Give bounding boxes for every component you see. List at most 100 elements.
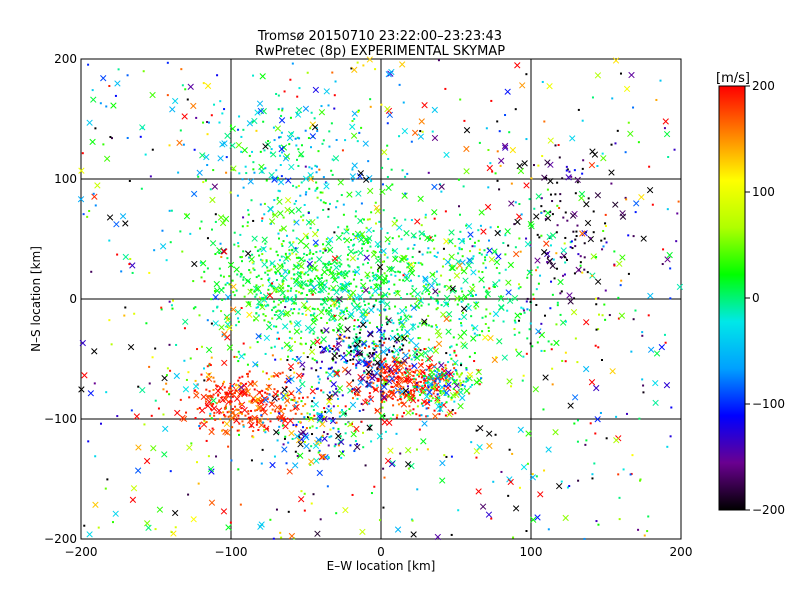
y-tick-label: 100 [54,172,77,186]
data-point-x [306,260,313,268]
data-point-x [262,143,269,150]
data-point [290,277,293,280]
data-point [397,270,400,273]
data-point [183,359,186,362]
data-point [310,385,313,388]
data-point [302,352,305,355]
data-point [376,308,379,311]
data-point [317,375,320,378]
data-point-x [431,183,438,191]
data-point-x [119,213,127,220]
data-point [278,425,281,428]
data-point [471,245,474,248]
data-point [518,331,521,334]
data-point [237,317,240,320]
data-point [264,271,267,274]
data-point-x [362,140,369,147]
data-point [213,414,216,417]
data-point-x [254,109,261,116]
data-point-x [417,133,425,140]
data-point [429,389,432,392]
data-point [564,211,567,214]
data-point [314,268,317,271]
data-point [362,64,365,67]
data-point [374,273,377,276]
data-point [647,314,650,317]
data-point [565,165,568,168]
data-point [451,377,454,380]
data-point [271,282,274,285]
data-point-x [287,417,294,424]
data-point [287,284,290,287]
data-point-x [360,311,367,318]
data-point [381,294,384,297]
data-point-x [333,345,340,352]
data-point [226,411,229,414]
data-point-x [594,72,602,79]
data-point-x [398,390,406,397]
data-point [108,319,111,322]
data-point [259,420,262,423]
data-point [234,405,237,408]
data-point [600,358,603,361]
data-point [409,378,412,381]
data-point [391,350,394,353]
data-point [391,330,394,333]
data-point [345,306,348,309]
data-point-x [542,374,549,381]
data-point [597,328,600,331]
data-point [209,412,212,415]
data-point-x [286,134,294,142]
data-point [289,369,292,372]
data-point-x [442,301,450,308]
data-point [319,250,322,253]
data-point-x [238,353,245,360]
data-point [632,318,635,321]
data-point [295,144,298,147]
data-point [447,361,450,364]
data-point-x [449,285,456,292]
data-point [374,277,377,280]
data-point-x [262,396,269,403]
data-point [206,133,209,136]
data-point [446,375,449,378]
data-point-x [652,399,659,407]
data-point [385,274,388,277]
data-point-x [452,359,459,366]
data-point-x [664,256,671,263]
data-point [287,355,290,358]
data-point [322,251,325,254]
data-point [268,378,271,381]
data-point [366,249,369,252]
data-point-x [176,139,183,146]
data-point [522,309,525,312]
data-point [376,368,379,371]
data-point [205,388,208,391]
data-point [346,360,349,363]
data-point [237,350,240,353]
data-point-x [226,344,234,351]
data-point [306,284,309,287]
data-point-x [361,340,368,347]
data-point [400,401,403,404]
data-point-x [463,168,470,175]
data-point [575,230,578,233]
data-point [300,144,303,147]
data-point-x [417,195,424,202]
data-point [270,262,273,265]
data-point [415,381,418,384]
data-point [369,296,372,299]
data-point [237,320,240,323]
data-point-x [357,293,364,300]
data-point [351,119,354,122]
data-point [298,397,301,400]
data-point [261,253,264,256]
data-point [427,375,430,378]
data-point [240,307,243,310]
data-point [320,105,323,108]
data-point [513,328,516,331]
data-point [268,393,271,396]
data-point [337,444,340,447]
data-point [287,510,290,513]
data-point [208,362,211,365]
